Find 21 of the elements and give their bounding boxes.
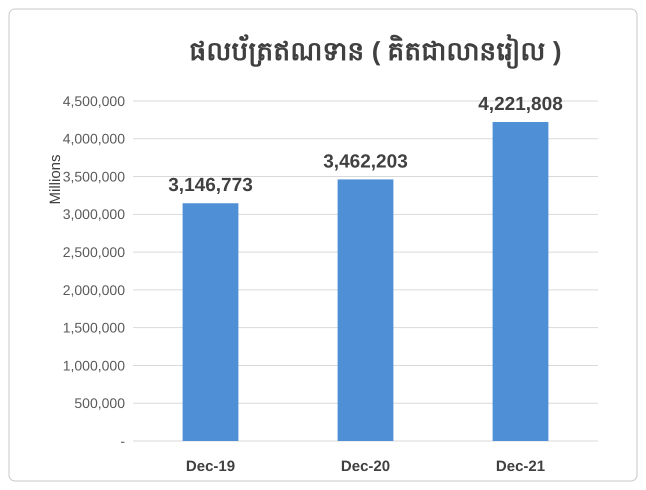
bar (492, 122, 548, 441)
x-tick-label: Dec-21 (496, 458, 546, 475)
bar (182, 203, 238, 441)
data-label: 3,462,203 (323, 151, 408, 172)
y-tick-label: 500,000 (74, 395, 126, 412)
y-tick-label: 2,500,000 (62, 244, 126, 260)
y-axis-title: Millions (47, 154, 64, 205)
y-tick-label: - (120, 432, 126, 449)
y-tick-label: 1,500,000 (62, 320, 126, 336)
y-tick-label: 4,000,000 (62, 130, 126, 147)
y-tick-label: 3,000,000 (62, 206, 126, 222)
y-tick-label: 1,000,000 (62, 357, 126, 374)
chart-title: ផលប័ត្រឥណទាន ( គិតជាលានរៀល ) (190, 34, 562, 69)
y-tick-label: 3,500,000 (62, 168, 126, 184)
y-tick-label: 2,000,000 (62, 282, 126, 298)
x-tick-label: Dec-19 (186, 458, 236, 475)
x-tick-label: Dec-20 (340, 458, 390, 475)
y-tick-label: 4,500,000 (62, 92, 126, 109)
bar (338, 179, 394, 441)
data-label: 3,146,773 (168, 175, 253, 196)
data-label: 4,221,808 (478, 94, 563, 116)
